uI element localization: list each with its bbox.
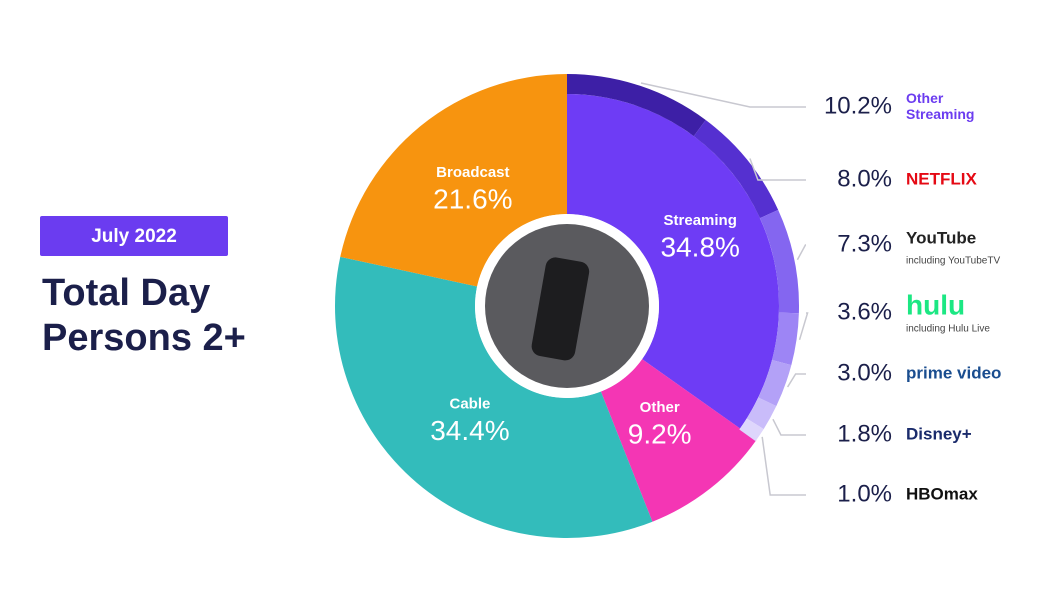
leader-line bbox=[749, 158, 806, 181]
brand-label: hulu bbox=[906, 289, 965, 320]
leader-line bbox=[772, 418, 806, 436]
slice-value: 34.8% bbox=[661, 231, 740, 262]
donut-slice bbox=[335, 256, 653, 538]
breakdown-slice bbox=[693, 120, 779, 219]
slice-label: Broadcast bbox=[436, 164, 509, 181]
breakdown-value: 1.8% bbox=[837, 420, 892, 447]
leader-line bbox=[640, 82, 806, 108]
donut-slice bbox=[567, 94, 779, 429]
breakdown-slice bbox=[759, 209, 799, 314]
breakdown-value: 10.2% bbox=[824, 92, 892, 119]
slice-value: 9.2% bbox=[628, 418, 692, 449]
leader-line bbox=[786, 373, 806, 388]
breakdown-slice bbox=[772, 312, 799, 366]
chart-title: Total Day bbox=[42, 272, 210, 314]
breakdown-value: 8.0% bbox=[837, 165, 892, 192]
leader-line bbox=[798, 312, 809, 341]
slice-value: 21.6% bbox=[433, 184, 512, 215]
badge: July 2022 bbox=[91, 226, 177, 247]
leader-line bbox=[796, 244, 807, 261]
remote bbox=[531, 257, 590, 361]
slice-label: Other bbox=[640, 399, 680, 416]
leader-line bbox=[761, 436, 806, 496]
brand-label: prime video bbox=[906, 363, 1001, 382]
breakdown-value: 3.0% bbox=[837, 359, 892, 386]
breakdown-slice bbox=[746, 397, 777, 430]
brand-label: YouTube bbox=[906, 228, 976, 247]
chart-title: Persons 2+ bbox=[42, 317, 246, 359]
brand-label: Disney+ bbox=[906, 424, 972, 443]
breakdown-value: 1.0% bbox=[837, 480, 892, 507]
breakdown-slice bbox=[758, 360, 792, 407]
breakdown-value: 3.6% bbox=[837, 298, 892, 325]
donut-slice bbox=[340, 73, 567, 287]
breakdown-slice bbox=[739, 418, 764, 442]
donut-slice bbox=[600, 359, 757, 522]
brand-label: Other Streaming bbox=[906, 90, 974, 122]
badge-box bbox=[40, 216, 228, 256]
slice-value: 34.4% bbox=[430, 415, 509, 446]
slice-label: Cable bbox=[450, 395, 491, 412]
brand-note: including Hulu Live bbox=[906, 324, 990, 335]
brand-note: including YouTubeTV bbox=[906, 256, 1000, 267]
breakdown-value: 7.3% bbox=[837, 230, 892, 257]
breakdown-slice bbox=[567, 74, 706, 137]
brand-label: NETFLIX bbox=[906, 169, 977, 188]
slice-label: Streaming bbox=[664, 212, 737, 229]
brand-label: HBOmax bbox=[906, 484, 978, 503]
